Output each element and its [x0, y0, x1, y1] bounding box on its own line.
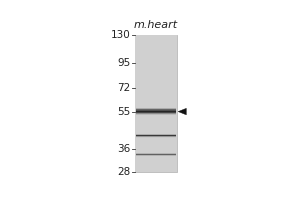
Text: 28: 28: [117, 167, 130, 177]
Text: 55: 55: [117, 107, 130, 117]
Text: 36: 36: [117, 144, 130, 154]
Polygon shape: [178, 108, 186, 115]
Text: 130: 130: [111, 30, 130, 40]
Text: m.heart: m.heart: [134, 20, 178, 30]
Text: 95: 95: [117, 58, 130, 68]
Text: 72: 72: [117, 83, 130, 93]
